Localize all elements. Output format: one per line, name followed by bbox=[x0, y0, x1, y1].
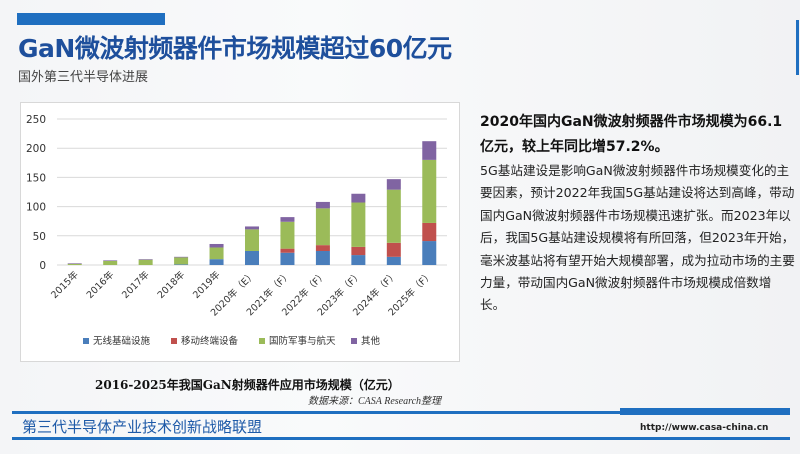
bar-segment-2 bbox=[422, 159, 437, 223]
bar-segment-2 bbox=[315, 208, 330, 246]
bar-segment-1 bbox=[315, 245, 330, 251]
footer-divider-bottom bbox=[12, 437, 790, 440]
legend-label: 无线基础设施 bbox=[93, 335, 151, 347]
bar-segment-1 bbox=[386, 242, 401, 257]
bar-segment-2 bbox=[174, 257, 189, 265]
bar-segment-3 bbox=[245, 226, 259, 230]
bar-segment-0 bbox=[280, 252, 295, 265]
y-tick-label: 150 bbox=[26, 172, 46, 184]
summary-body: 5G基站建设是影响GaN微波射频器件市场规模变化的主要因素，预计2022年我国5… bbox=[480, 163, 795, 313]
bar-segment-0 bbox=[422, 241, 437, 265]
x-tick-label: 2017年 bbox=[119, 268, 152, 301]
x-tick-label: 2016年 bbox=[84, 268, 117, 301]
chart-container: 0 50 100 150 200 250 2015年 2016年 2017年 2018年 2019年… bbox=[20, 102, 460, 362]
bar-segment-3 bbox=[174, 256, 189, 258]
bar-segment-2 bbox=[67, 263, 82, 265]
bar-segment-3 bbox=[351, 193, 366, 203]
y-tick-label: 50 bbox=[33, 231, 46, 243]
page-subtitle: 国外第三代半导体进展 bbox=[18, 70, 149, 85]
bar-segment-0 bbox=[209, 259, 224, 265]
bar-segment-0 bbox=[386, 256, 401, 265]
bar-segment-1 bbox=[351, 246, 366, 256]
bar-segment-3 bbox=[209, 243, 224, 248]
bar-segment-2 bbox=[351, 202, 366, 247]
bar-segment-0 bbox=[245, 250, 259, 265]
header-accent-bar bbox=[17, 13, 165, 25]
bar-segment-2 bbox=[280, 221, 295, 249]
y-tick-label: 200 bbox=[26, 143, 46, 155]
bar-segment-3 bbox=[138, 259, 153, 260]
bar-segment-0 bbox=[315, 250, 330, 265]
page-title: GaN微波射频器件市场规模超过60亿元 bbox=[18, 34, 452, 63]
chart-source: 数据来源：CASA Research整理 bbox=[308, 396, 442, 407]
y-tick-label: 100 bbox=[26, 202, 46, 214]
bar-segment-3 bbox=[422, 141, 437, 160]
legend-swatch bbox=[351, 338, 357, 344]
legend-swatch bbox=[171, 338, 177, 344]
bar-segment-0 bbox=[351, 255, 366, 265]
footer-accent-bar bbox=[620, 408, 790, 415]
bar-segment-2 bbox=[209, 247, 224, 260]
y-tick-label: 0 bbox=[39, 260, 46, 272]
legend-swatch bbox=[259, 338, 265, 344]
summary-panel: 2020年国内GaN微波射频器件市场规模为66.1亿元，较上年同比增57.2%。… bbox=[480, 110, 795, 317]
x-tick-label: 2018年 bbox=[155, 268, 188, 301]
y-tick-label: 250 bbox=[26, 114, 46, 126]
chart-caption: 2016-2025年我国GaN射频器件应用市场规模（亿元） bbox=[95, 378, 400, 392]
x-tick-label: 2015年 bbox=[49, 268, 82, 301]
bar-segment-3 bbox=[386, 179, 401, 190]
x-tick-label: 2019年 bbox=[190, 268, 223, 301]
bar-segment-1 bbox=[280, 248, 295, 253]
bar-segment-3 bbox=[280, 217, 295, 222]
bar-segment-2 bbox=[103, 260, 118, 265]
footer-divider-top bbox=[12, 411, 790, 414]
bar-segment-2 bbox=[245, 229, 259, 251]
stacked-bar-chart: 0 50 100 150 200 250 2015年 2016年 2017年 2018年 2019年… bbox=[26, 114, 447, 347]
bar-segment-2 bbox=[386, 189, 401, 243]
bar-segment-2 bbox=[138, 259, 153, 265]
legend-label: 移动终端设备 bbox=[181, 335, 239, 347]
footer-organization: 第三代半导体产业技术创新战略联盟 bbox=[22, 418, 263, 436]
bar-segment-3 bbox=[67, 263, 82, 264]
legend-label: 国防军事与航天 bbox=[269, 335, 336, 347]
legend-label: 其他 bbox=[361, 335, 381, 347]
bar-segment-3 bbox=[315, 201, 330, 209]
footer-url[interactable]: http://www.casa-china.cn bbox=[640, 423, 769, 433]
legend-swatch bbox=[83, 338, 89, 344]
edge-accent-bar bbox=[796, 20, 799, 75]
bar-segment-3 bbox=[103, 260, 118, 261]
bar-segment-1 bbox=[422, 222, 437, 242]
bar-segment-0 bbox=[174, 264, 189, 265]
summary-headline: 2020年国内GaN微波射频器件市场规模为66.1亿元，较上年同比增57.2%。 bbox=[480, 114, 783, 155]
